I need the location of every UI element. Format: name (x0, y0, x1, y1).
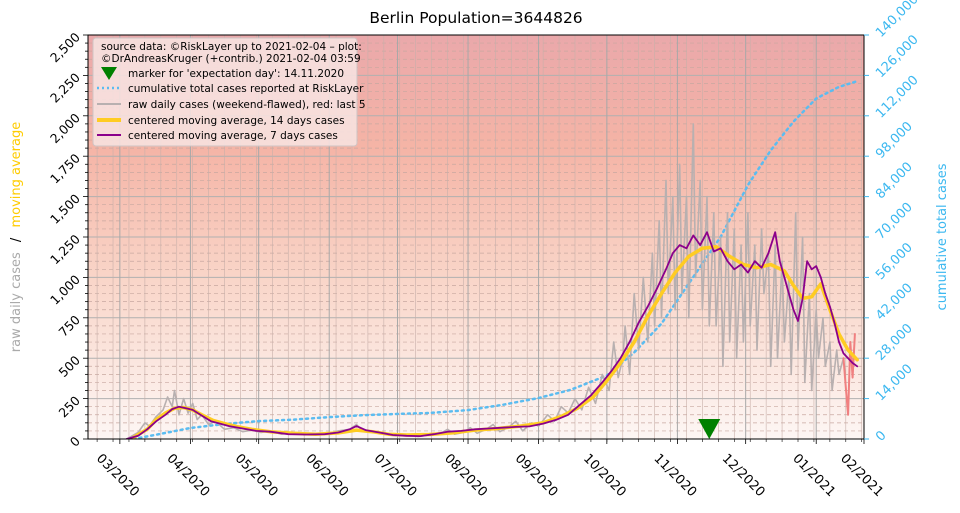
legend-entry-marker: marker for 'expectation day': 14.11.2020 (128, 68, 344, 80)
right-tick-label: 84,000 (873, 159, 916, 202)
right-tick-label: 70,000 (873, 200, 916, 243)
ylabel-separator: / (9, 237, 24, 242)
series-cumulative-line (132, 79, 859, 439)
left-tick-label: 500 (55, 353, 83, 381)
series-raw-last5-line (842, 333, 856, 416)
left-tick-label: 1,000 (47, 272, 83, 308)
legend-entry-ma7: centered moving average, 7 days cases (128, 130, 338, 142)
x-tick-label: 08/2020 (441, 451, 490, 500)
right-tick-label: 28,000 (873, 321, 916, 364)
chart-title: Berlin Population=3644826 (369, 9, 582, 27)
legend-source-line1: source data: ©RiskLayer up to 2021-02-04… (101, 41, 362, 53)
left-tick-label: 1,750 (47, 151, 83, 187)
legend-entry-raw: raw daily cases (weekend-flawed), red: l… (128, 99, 366, 111)
x-tick-label: 03/2020 (93, 451, 142, 500)
x-tick-label: 04/2020 (164, 451, 213, 500)
right-axis: 0 14,00028,00042,00056,00070,00084,00098,… (864, 0, 922, 445)
left-tick-label: 0 (67, 433, 83, 449)
right-tick-label: 126,000 (873, 32, 922, 81)
svg-text:raw daily cases /: raw daily cases / moving average (9, 122, 24, 352)
right-tick-label: 42,000 (873, 281, 916, 324)
x-tick-label: 09/2020 (512, 451, 561, 500)
x-tick-label: 10/2020 (580, 451, 629, 500)
x-axis: 03/2020 04/2020 05/2020 06/2020 07/2020 08/20… (93, 439, 886, 500)
x-tick-label: 01/2021 (789, 451, 838, 500)
ylabel-raw-daily: raw daily cases (9, 252, 24, 352)
left-tick-label: 250 (55, 393, 83, 421)
left-tick-label: 750 (55, 312, 83, 340)
series-ma7-line (125, 231, 859, 439)
legend-box (92, 37, 358, 147)
ylabel-moving-average: moving average (9, 122, 24, 228)
x-tick-label: 07/2020 (371, 451, 420, 500)
right-axis-label: cumulative total cases (935, 163, 950, 310)
left-axis-label: raw daily cases / moving average (9, 122, 24, 352)
right-tick-label: 14,000 (873, 361, 916, 404)
right-tick-label: 0 (873, 428, 889, 444)
legend-source-line2: ©DrAndreasKruger (+contrib.) 2021-02-04 … (101, 53, 361, 65)
left-tick-label: 1,250 (47, 231, 83, 267)
left-tick-label: 1,500 (47, 191, 83, 227)
x-tick-label: 12/2020 (719, 451, 768, 500)
left-tick-label: 2,500 (47, 29, 83, 65)
right-tick-label: 56,000 (873, 240, 916, 283)
x-tick-label: 02/2021 (837, 451, 886, 500)
left-axis: 0 250 500 750 1,000 1,250 1,500 1,750 2,000 2,250… (47, 29, 88, 450)
legend: source data: ©RiskLayer up to 2021-02-04… (92, 37, 366, 147)
right-tick-label: 112,000 (873, 73, 922, 122)
series-layer (125, 79, 859, 439)
right-tick-label: 98,000 (873, 119, 916, 162)
x-tick-label: 05/2020 (232, 451, 281, 500)
left-tick-label: 2,250 (47, 70, 83, 106)
right-tick-label: 140,000 (873, 0, 922, 41)
left-tick-label: 2,000 (47, 110, 83, 146)
x-tick-label: 11/2020 (651, 451, 700, 500)
legend-marker-triangle-icon (101, 67, 117, 80)
legend-entry-cumulative: cumulative total cases reported at RiskL… (128, 83, 364, 95)
legend-entry-ma14: centered moving average, 14 days cases (128, 115, 345, 127)
expectation-day-marker-icon (698, 419, 721, 439)
x-tick-label: 06/2020 (302, 451, 351, 500)
